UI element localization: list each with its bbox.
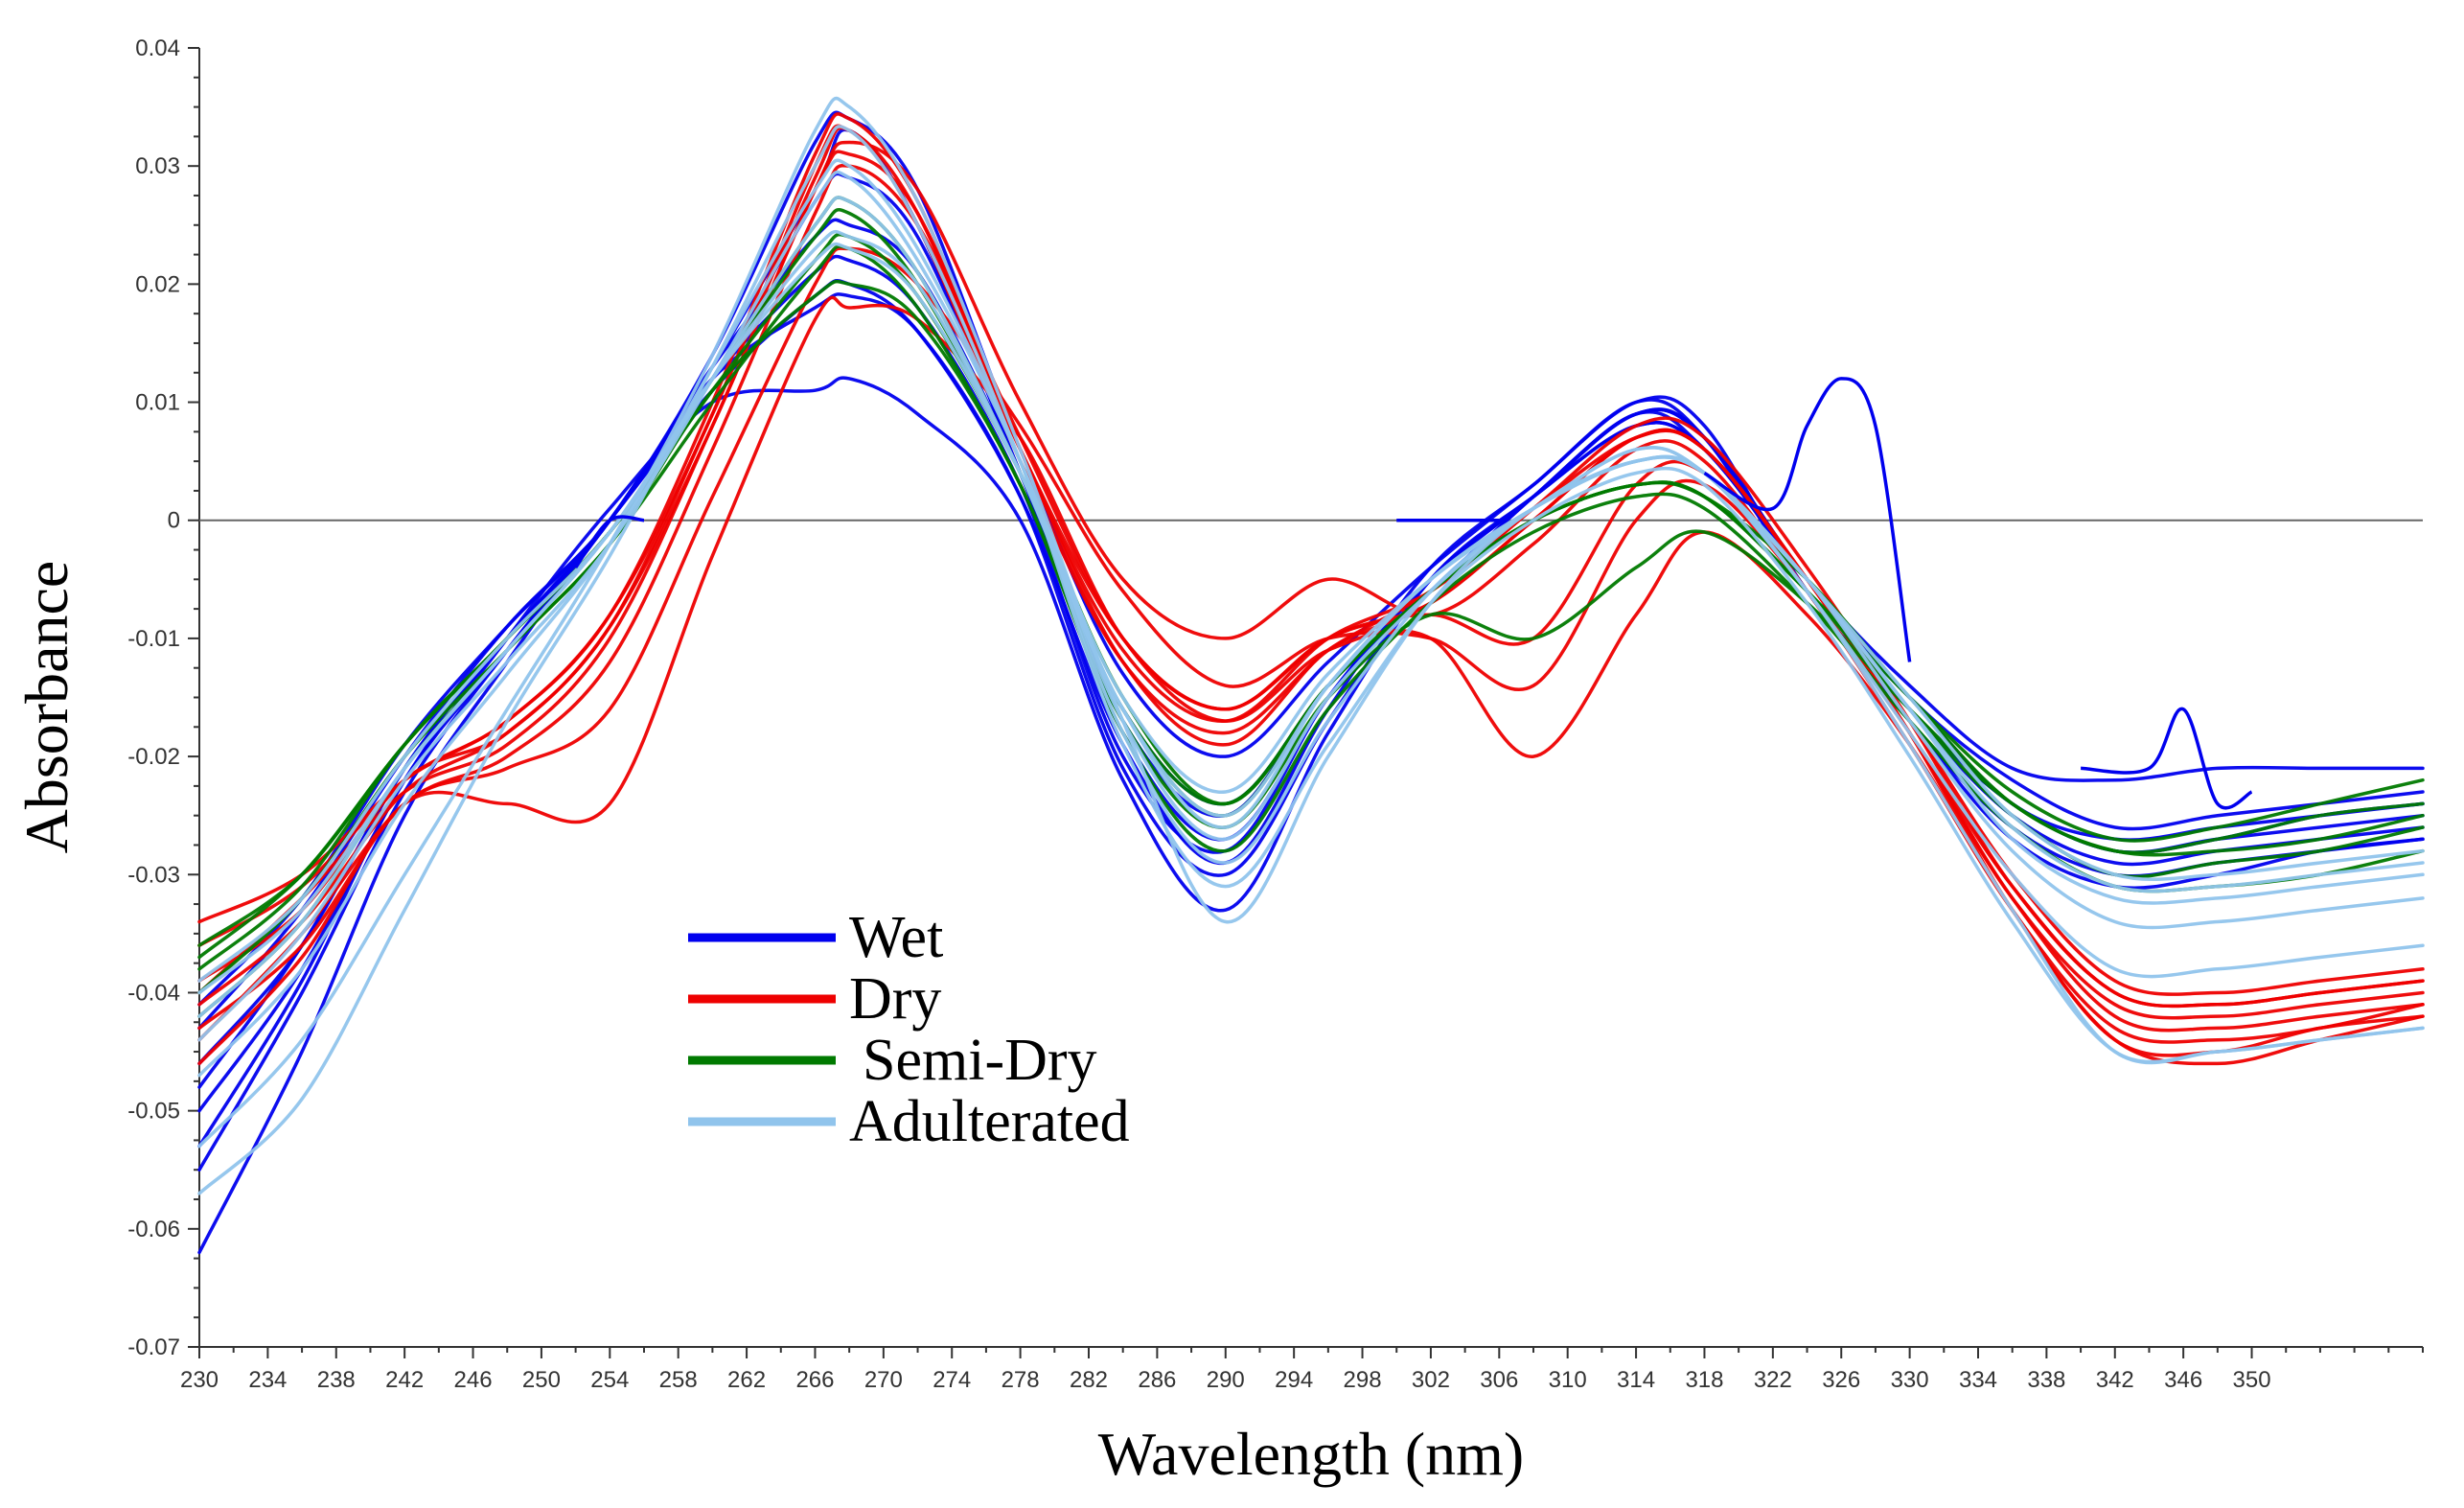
- x-tick-label: 314: [1617, 1367, 1655, 1393]
- y-tick-label: 0: [168, 508, 180, 534]
- x-tick-label: 270: [864, 1367, 903, 1393]
- x-tick-label: 322: [1754, 1367, 1792, 1393]
- series-line-dry: [197, 124, 2425, 1020]
- axes-layer: 230 234 238 242 246 250 254 258 262 266 270 274 278 2…: [127, 35, 2424, 1393]
- series-line-semi-dry: [197, 196, 2425, 960]
- x-tick-label: 266: [795, 1367, 834, 1393]
- series-line-adulterated: [197, 96, 2425, 1148]
- series-line-adulterated: [197, 125, 2425, 1195]
- x-tick-label: 310: [1549, 1367, 1587, 1393]
- series-feature-wet: [2081, 708, 2253, 810]
- y-tick-label: -0.05: [127, 1099, 180, 1125]
- y-tick-label: 0.03: [135, 153, 180, 179]
- x-tick-label: 346: [2164, 1367, 2202, 1393]
- x-tick-label: 306: [1480, 1367, 1518, 1393]
- x-tick-label: 298: [1344, 1367, 1382, 1393]
- x-tick-label: 286: [1138, 1367, 1176, 1393]
- x-tick-label: 230: [180, 1367, 219, 1393]
- y-tick-label: -0.07: [127, 1334, 180, 1360]
- y-tick-label: -0.01: [127, 626, 180, 652]
- x-tick-label: 342: [2096, 1367, 2134, 1393]
- series-line-dry: [197, 112, 2425, 1009]
- series-line-wet: [197, 172, 2425, 1089]
- legend-label-dry: Dry: [849, 966, 941, 1032]
- series-line-dry: [197, 126, 2425, 1007]
- x-tick-label: 350: [2233, 1367, 2271, 1393]
- y-tick-label: -0.03: [127, 862, 180, 888]
- y-axis-title: Absorbance: [12, 561, 81, 854]
- x-tick-label: 330: [1891, 1367, 1929, 1393]
- x-tick-label: 262: [727, 1367, 766, 1393]
- x-tick-label: 278: [1002, 1367, 1040, 1393]
- series-line-adulterated: [197, 229, 2425, 1018]
- x-tick-label: 250: [522, 1367, 561, 1393]
- x-tick-label: 290: [1207, 1367, 1245, 1393]
- x-tick-label: 242: [385, 1367, 424, 1393]
- legend-label-adulterated: Adulterated: [849, 1089, 1130, 1154]
- series-line-adulterated: [197, 196, 2425, 995]
- x-tick-label: 302: [1412, 1367, 1450, 1393]
- series-line-semi-dry: [197, 232, 2425, 947]
- x-tick-label: 294: [1275, 1367, 1313, 1393]
- x-tick-label: 318: [1685, 1367, 1723, 1393]
- x-tick-label: 238: [317, 1367, 356, 1393]
- y-tick-label: -0.02: [127, 744, 180, 770]
- x-tick-label: 334: [1959, 1367, 1997, 1393]
- series-line-dry: [197, 163, 2425, 1042]
- y-tick-label: 0.01: [135, 390, 180, 416]
- y-tick-label: -0.06: [127, 1217, 180, 1242]
- series-line-adulterated: [197, 158, 2425, 1078]
- series-line-adulterated: [197, 242, 2425, 983]
- x-axis-title: Wavelength (nm): [1098, 1420, 1524, 1488]
- x-tick-label: 326: [1822, 1367, 1860, 1393]
- legend-label-semi-dry: Semi-Dry: [863, 1028, 1097, 1093]
- series-layer: [197, 96, 2425, 1255]
- x-tick-label: 254: [590, 1367, 629, 1393]
- y-tick-label: 0.02: [135, 271, 180, 297]
- x-tick-label: 282: [1070, 1367, 1108, 1393]
- series-feature-wet: [574, 515, 645, 569]
- series-line-dry: [197, 140, 2425, 1044]
- x-tick-label: 258: [659, 1367, 698, 1393]
- series-line-wet: [197, 128, 2425, 1031]
- x-tick-label: 338: [2027, 1367, 2065, 1393]
- series-feature-wet: [1703, 377, 1912, 662]
- x-tick-label: 246: [454, 1367, 493, 1393]
- x-tick-label: 274: [933, 1367, 971, 1393]
- series-line-wet: [197, 376, 2425, 1113]
- legend-label-wet: Wet: [849, 905, 943, 970]
- y-tick-label: 0.04: [135, 35, 180, 61]
- series-line-wet: [197, 110, 2425, 1066]
- x-tick-label: 234: [248, 1367, 287, 1393]
- y-tick-label: -0.04: [127, 980, 180, 1006]
